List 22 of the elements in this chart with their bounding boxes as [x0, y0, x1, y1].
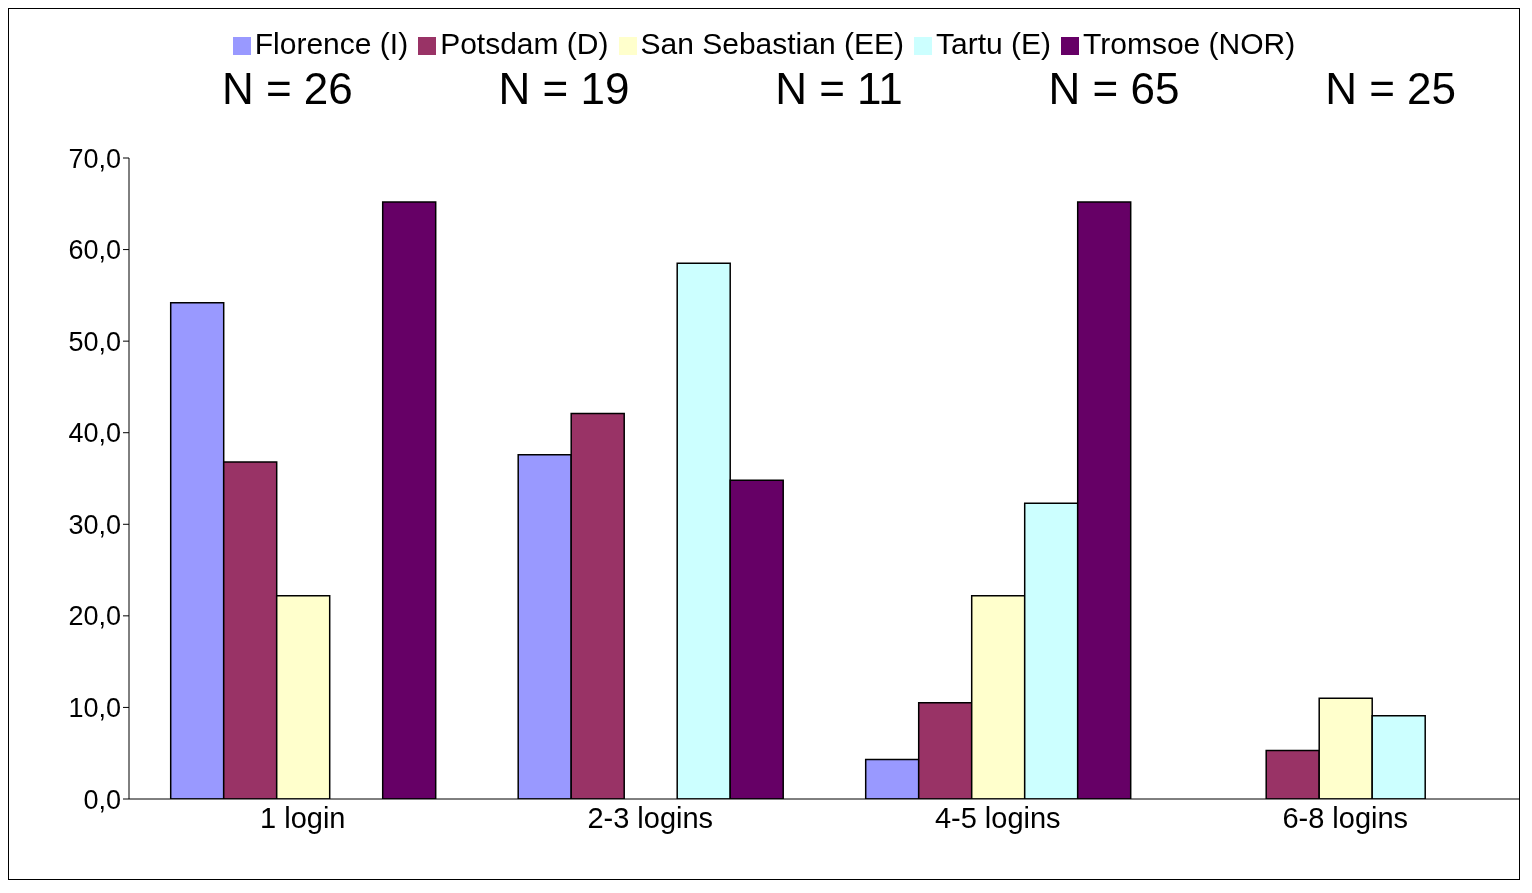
x-tick-label: 2-3 logins [587, 801, 714, 834]
y-tick-label: 10,0 [68, 693, 121, 724]
y-tick-label: 50,0 [68, 326, 121, 357]
legend-label: Tartu (E) [935, 27, 1052, 60]
legend-label: San Sebastian (EE) [640, 27, 904, 60]
text: N = 26 [221, 64, 353, 114]
text: N = 11 [775, 64, 903, 114]
text: N = 19 [498, 64, 630, 114]
y-tick-label: 40,0 [68, 418, 121, 449]
x-tick-label: 1 login [260, 801, 346, 834]
legend-label: Tromsoe (NOR) [1083, 27, 1296, 60]
legend-label: Potsdam (D) [440, 27, 609, 60]
x-tick-label: 6-8 logins [1282, 801, 1409, 834]
legend-label: Florence (I) [254, 27, 409, 60]
x-tick-label: 4-5 logins [934, 801, 1061, 834]
text: N = 65 [1048, 64, 1180, 114]
text: N = 25 [1325, 64, 1457, 114]
y-tick-label: 20,0 [68, 601, 121, 632]
y-tick-label: 60,0 [68, 235, 121, 266]
y-tick-label: 30,0 [68, 509, 121, 540]
y-tick-label: 70,0 [68, 143, 121, 174]
y-tick-label: 0,0 [83, 784, 121, 815]
